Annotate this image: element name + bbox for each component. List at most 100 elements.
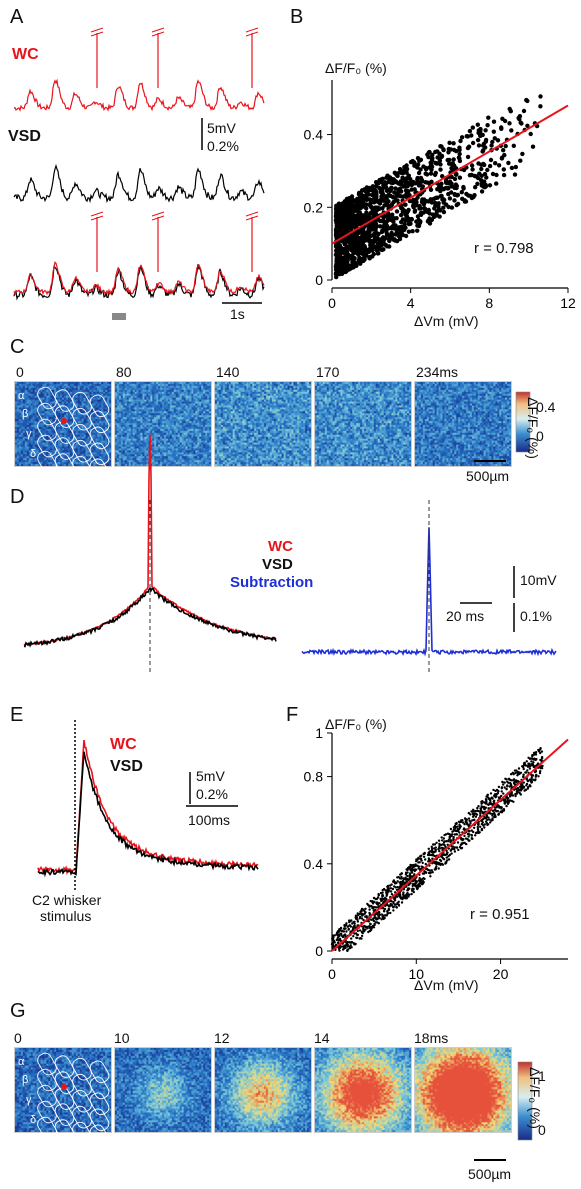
panel-f-point — [413, 873, 416, 876]
panel-f-point — [404, 897, 407, 900]
panel-f-point — [475, 813, 479, 816]
panel-f-point — [400, 875, 403, 879]
panel-f-point — [493, 793, 497, 796]
panel-b-point — [437, 184, 442, 189]
panel-b-point — [434, 161, 439, 166]
panel-f-point — [537, 775, 540, 778]
panel-b-point — [469, 133, 474, 138]
panel-f-point — [368, 908, 371, 911]
panel-e-vsd-label: VSD — [110, 758, 143, 775]
panel-c-barrel-label-1: β — [22, 408, 28, 420]
panel-f-point — [362, 927, 365, 931]
panel-f-point — [461, 821, 465, 824]
panel-f-point — [395, 881, 398, 885]
panel-f-point — [506, 780, 509, 783]
panel-e-traces — [37, 720, 259, 890]
panel-g-barrel-label-0: α — [18, 1056, 25, 1068]
panel-b-point — [457, 151, 462, 157]
panel-f-point — [362, 908, 365, 911]
panel-b-point — [435, 155, 440, 160]
panel-b-point — [358, 230, 364, 235]
panel-a-overlay-wc-trace-spike-cap-a-2 — [245, 215, 259, 221]
panel-b-point — [399, 219, 404, 225]
panel-f-point — [540, 755, 544, 759]
panel-b-point — [398, 194, 403, 199]
panel-f-point — [491, 817, 494, 820]
panel-b-point — [384, 195, 389, 201]
panel-b-point — [344, 220, 349, 225]
panel-f-point — [502, 809, 505, 812]
panel-f-point — [373, 900, 376, 904]
panel-f-point — [368, 926, 372, 929]
panel-f-point — [479, 809, 482, 812]
panel-f-point — [420, 859, 423, 862]
panel-f-point — [468, 839, 471, 842]
panel-f-point — [492, 809, 495, 812]
panel-f-point — [435, 865, 438, 868]
panel-f-point — [371, 905, 374, 908]
panel-b-point — [350, 197, 355, 202]
panel-f-scatter: 0 10 20 0 0.4 0.8 1 — [304, 725, 569, 982]
panel-f-point — [400, 872, 403, 875]
panel-f-point — [480, 819, 483, 823]
panel-f-point — [484, 820, 488, 823]
panel-c-time-4: 234ms — [416, 364, 459, 380]
panel-g-barrel-outline — [54, 1071, 75, 1094]
panel-g-barrel-outline — [37, 1116, 57, 1140]
panel-f-point — [412, 887, 415, 891]
panel-f-point — [417, 884, 420, 888]
panel-f-point — [431, 854, 434, 857]
panel-b-point — [478, 132, 483, 138]
panel-f-point — [495, 792, 498, 796]
panel-b-point — [441, 147, 446, 153]
panel-f-point — [396, 885, 399, 889]
panel-b-point — [394, 226, 399, 231]
panel-f-point — [470, 810, 473, 813]
panel-f-point — [338, 937, 342, 940]
panel-c-time-2: 140 — [216, 364, 240, 380]
panel-b-point — [417, 203, 422, 209]
panel-b-point — [432, 172, 438, 177]
panel-g-barrel-outline — [72, 1057, 92, 1081]
panel-b-point — [376, 206, 382, 211]
panel-c-barrel-outline — [54, 453, 75, 476]
panel-b-point — [416, 170, 422, 176]
panel-f-point — [525, 782, 529, 786]
panel-f-point — [406, 868, 409, 872]
panel-b-point — [380, 188, 385, 194]
panel-f-point — [342, 927, 346, 930]
panel-b-point — [482, 171, 488, 177]
panel-f-point — [369, 899, 372, 903]
panel-a-wc-label: WC — [12, 46, 39, 63]
panel-a-letter: A — [10, 6, 24, 28]
panel-f-point — [440, 836, 443, 839]
panel-f-point — [414, 882, 417, 885]
panel-b-point — [483, 182, 488, 188]
panel-f-point — [526, 779, 530, 783]
panel-f-point — [500, 810, 503, 813]
panel-b-point — [360, 244, 365, 249]
panel-f-point — [423, 851, 426, 855]
panel-f-point — [386, 910, 389, 913]
panel-b-point — [427, 165, 432, 170]
panel-f-point — [380, 913, 384, 916]
panel-c-barrel-outline — [54, 405, 75, 428]
panel-c-c2-marker — [61, 418, 67, 424]
panel-b-point — [389, 230, 394, 236]
panel-d-traces — [23, 434, 557, 672]
panel-g-barrel-label-1: β — [22, 1074, 28, 1086]
panel-f-point — [348, 924, 352, 927]
panel-b-point — [508, 109, 513, 114]
panel-f-point — [416, 887, 419, 890]
panel-g-barrel-outline — [54, 1087, 75, 1110]
panel-f-point — [398, 881, 401, 884]
panel-b-point — [478, 126, 483, 132]
panel-g-barrel-outline — [89, 1076, 110, 1100]
panel-b-point — [420, 197, 425, 202]
panel-b-point — [418, 167, 423, 172]
panel-f-point — [401, 883, 404, 886]
panel-b-point — [394, 238, 400, 244]
panel-b-point — [403, 225, 408, 230]
panel-f-point — [474, 809, 477, 813]
panel-f-point — [467, 835, 470, 838]
